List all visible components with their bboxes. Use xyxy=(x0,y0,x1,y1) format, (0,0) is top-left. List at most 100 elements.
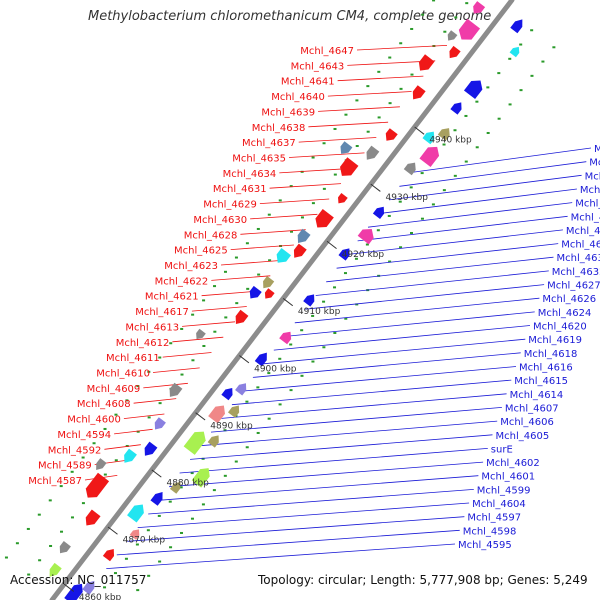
guide-dot xyxy=(300,216,304,219)
tick-mark xyxy=(414,126,425,135)
leader-line xyxy=(378,188,577,214)
guide-dot xyxy=(168,500,172,503)
guide-dot xyxy=(486,131,490,134)
guide-dot xyxy=(38,559,42,562)
gene-label: Mchl_4618 xyxy=(524,349,578,360)
gene-feature xyxy=(293,243,307,258)
accession-text: Accession: NC_011757 xyxy=(10,573,147,587)
leader-line xyxy=(231,379,512,406)
gene-feature xyxy=(124,448,137,463)
guide-dot xyxy=(37,513,41,516)
gene-feature xyxy=(276,247,292,263)
gene-feature xyxy=(340,157,359,176)
gene-label: Mchl_4620 xyxy=(533,322,587,333)
guide-dot xyxy=(81,502,85,505)
gene-feature xyxy=(235,309,249,324)
leader-line xyxy=(298,137,377,143)
gene-feature xyxy=(221,387,233,401)
gene-feature xyxy=(59,541,71,554)
tick-mark xyxy=(151,469,162,478)
guide-dot xyxy=(147,574,151,577)
guide-dot xyxy=(475,146,479,149)
guide-dot xyxy=(530,29,534,32)
gene-label: Mchl_4650 xyxy=(594,144,600,155)
guide-dot xyxy=(114,459,118,462)
gene-feature xyxy=(422,131,435,145)
guide-dot xyxy=(213,285,217,288)
guide-dot xyxy=(234,256,238,259)
gene-feature xyxy=(96,458,107,471)
guide-dot xyxy=(322,346,326,349)
leader-line xyxy=(179,448,488,474)
leader-line xyxy=(200,420,498,447)
guide-dot xyxy=(4,556,8,559)
gene-label: Mchl_4601 xyxy=(481,472,535,483)
leader-line xyxy=(158,475,479,501)
guide-dot xyxy=(114,413,118,416)
gene-feature xyxy=(447,30,458,41)
gene-feature xyxy=(235,383,247,396)
gene-label: Mchl_4624 xyxy=(538,308,592,319)
scale-ticks: 4860 kbp 4870 kbp 4880 kbp 4890 kbp 4900 kbp… xyxy=(63,126,472,600)
gene-feature xyxy=(127,504,144,523)
guide-dot xyxy=(355,303,359,306)
guide-dot xyxy=(366,130,370,133)
leader-line xyxy=(211,275,271,281)
guide-dot xyxy=(519,43,523,46)
guide-dot xyxy=(289,389,293,392)
gene-feature xyxy=(366,145,380,160)
guide-dot xyxy=(322,300,326,303)
leader-line xyxy=(169,461,484,488)
guide-dot xyxy=(147,416,151,419)
guide-dot xyxy=(256,386,260,389)
guide-dot xyxy=(49,544,53,547)
guide-dot xyxy=(333,127,337,130)
tick-label: 4930 kbp xyxy=(386,193,429,203)
gene-label: Mchl_4592 xyxy=(48,445,102,456)
gene-feature xyxy=(150,491,163,506)
leader-line xyxy=(388,174,582,201)
gene-feature xyxy=(208,405,225,424)
leader-line xyxy=(308,121,389,128)
guide-dot xyxy=(300,374,304,377)
leader-line xyxy=(123,413,165,419)
tick-mark xyxy=(326,240,337,249)
gene-label: Mchl_4605 xyxy=(496,431,550,442)
leader-line xyxy=(143,382,188,389)
guide-dot xyxy=(355,145,359,148)
leader-line xyxy=(148,489,474,515)
leader-line xyxy=(273,325,531,351)
genome-backbone xyxy=(49,0,515,600)
gene-label: Mchl_4611 xyxy=(106,353,160,364)
gene-features xyxy=(49,1,523,600)
gene-feature xyxy=(254,352,267,367)
tick-label: 4880 kbp xyxy=(166,479,209,489)
leader-line xyxy=(106,543,456,569)
guide-dot xyxy=(322,187,326,190)
guide-dot xyxy=(147,370,151,373)
leader-line xyxy=(337,75,424,82)
guide-dot xyxy=(246,287,250,290)
gene-label: Mchl_4613 xyxy=(125,322,179,333)
gene-feature xyxy=(338,192,348,204)
gene-label: Mchl_4628 xyxy=(184,230,238,241)
guide-dot xyxy=(355,99,359,102)
guide-dot xyxy=(179,486,183,489)
gene-label: Mchl_4604 xyxy=(472,499,526,510)
gene-label: Mchl_4636 xyxy=(561,240,600,251)
guide-dot xyxy=(202,344,206,347)
guide-dot xyxy=(158,356,162,359)
gene-label: Mchl_4617 xyxy=(135,307,189,318)
guide-dot xyxy=(289,185,293,188)
tick-label: 4940 kbp xyxy=(429,136,472,146)
leader-line xyxy=(269,183,342,189)
gene-feature xyxy=(357,228,374,245)
gene-feature xyxy=(458,18,481,40)
guide-dot xyxy=(136,589,140,592)
guide-dot xyxy=(497,72,501,75)
leader-line xyxy=(210,407,502,433)
gene-feature xyxy=(449,45,461,59)
guide-dot xyxy=(125,444,129,447)
gene-label: Mchl_4627 xyxy=(547,281,600,292)
topology-summary: Topology: circular; Length: 5,777,908 bp… xyxy=(258,573,588,587)
